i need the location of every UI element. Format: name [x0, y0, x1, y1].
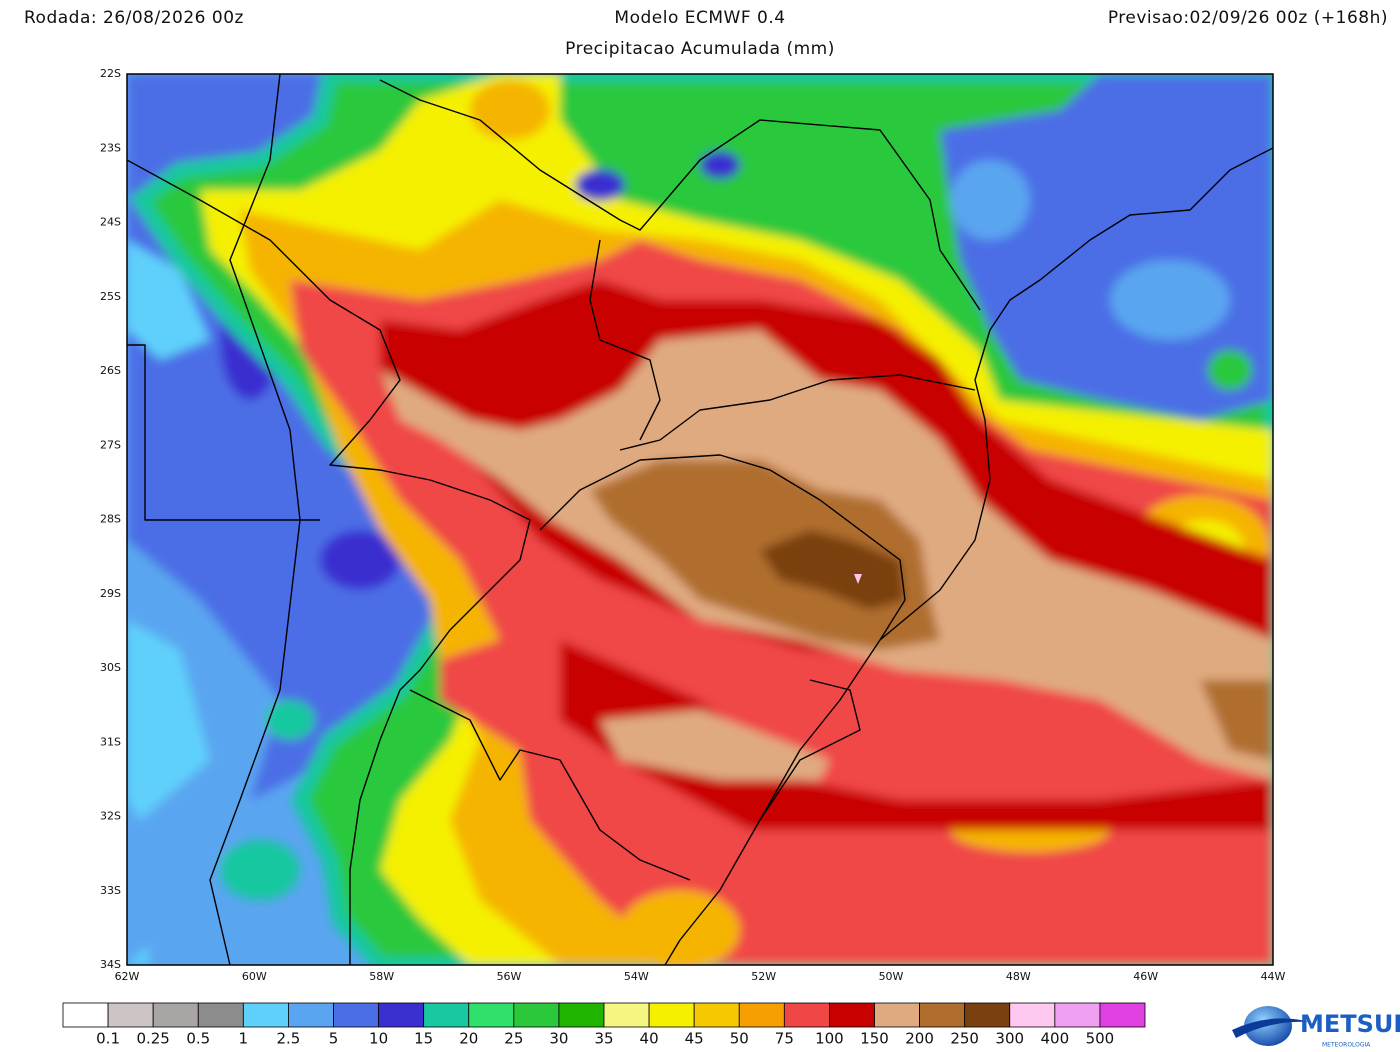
- colorbar-label: 50: [730, 1030, 749, 1048]
- colorbar-swatch: [152, 1002, 199, 1028]
- colorbar-label: 5: [329, 1030, 339, 1048]
- lon-label: 62W: [115, 970, 140, 983]
- colorbar-swatch: [874, 1002, 920, 1028]
- colorbar-swatch: [1099, 1002, 1146, 1028]
- colorbar-label: 250: [950, 1030, 979, 1048]
- colorbar-label: 15: [414, 1030, 433, 1048]
- colorbar-label: 75: [775, 1030, 794, 1048]
- colorbar-label: 1: [239, 1030, 249, 1048]
- map-frame: [126, 73, 1274, 966]
- logo-name: METSUL: [1300, 1010, 1400, 1038]
- colorbar-label: 10: [369, 1030, 388, 1048]
- colorbar-label: 35: [594, 1030, 613, 1048]
- lon-label: 48W: [1006, 970, 1031, 983]
- forecast-label: Previsao:02/09/26 00z (+168h): [1108, 8, 1388, 28]
- lon-label: 56W: [497, 970, 522, 983]
- lat-label: 26S: [100, 364, 121, 377]
- colorbar-swatch: [1009, 1002, 1056, 1028]
- colorbar-label: 500: [1086, 1030, 1115, 1048]
- lat-axis: 22S 23S 24S 25S 26S 27S 28S 29S 30S 31S 32S 33S 34S: [100, 67, 121, 971]
- lat-label: 22S: [100, 67, 121, 80]
- colorbar: 0.1 0.25 0.5 1 2.5 5 10 15 20 25 30 35 40 45 50 75 100 15…: [62, 1002, 1146, 1048]
- colorbar-swatch: [288, 1002, 334, 1028]
- colorbar-swatch: [107, 1002, 154, 1028]
- lon-label: 52W: [751, 970, 776, 983]
- colorbar-label: 45: [685, 1030, 704, 1048]
- colorbar-swatch: [558, 1002, 605, 1028]
- borders: [127, 74, 1273, 965]
- colorbar-label: 400: [1041, 1030, 1070, 1048]
- colorbar-label: 40: [640, 1030, 659, 1048]
- lon-label: 46W: [1133, 970, 1158, 983]
- lon-label: 58W: [369, 970, 394, 983]
- colorbar-label: 0.5: [186, 1030, 210, 1048]
- colorbar-label: 2.5: [276, 1030, 300, 1048]
- colorbar-swatch: [919, 1002, 966, 1028]
- colorbar-swatch: [513, 1002, 560, 1028]
- colorbar-label: 0.1: [96, 1030, 120, 1048]
- lat-label: 29S: [100, 587, 121, 600]
- colorbar-swatch: [423, 1002, 470, 1028]
- lon-axis: 62W 60W 58W 56W 54W 52W 50W 48W 46W 44W: [115, 970, 1286, 983]
- lat-label: 25S: [100, 290, 121, 303]
- lat-label: 23S: [100, 141, 121, 154]
- colorbar-label: 0.25: [136, 1030, 169, 1048]
- colorbar-swatch: [62, 1002, 109, 1028]
- lat-label: 24S: [100, 216, 121, 229]
- colorbar-swatch: [738, 1002, 785, 1028]
- lat-label: 33S: [100, 884, 121, 897]
- colorbar-swatch: [1054, 1002, 1101, 1028]
- colorbar-swatch: [829, 1002, 875, 1028]
- lat-label: 28S: [100, 513, 121, 526]
- model-label: Modelo ECMWF 0.4: [614, 8, 785, 28]
- lat-label: 32S: [100, 810, 121, 823]
- colorbar-label: 20: [459, 1030, 478, 1048]
- precip-field: [127, 74, 1273, 965]
- colorbar-swatch: [242, 1002, 289, 1028]
- lat-label: 34S: [100, 958, 121, 971]
- lat-label: 27S: [100, 438, 121, 451]
- colorbar-label: 150: [860, 1030, 889, 1048]
- run-label: Rodada: 26/08/2026 00z: [24, 8, 244, 28]
- lon-label: 50W: [879, 970, 904, 983]
- lon-label: 60W: [242, 970, 267, 983]
- lon-label: 54W: [624, 970, 649, 983]
- colorbar-label: 300: [995, 1030, 1024, 1048]
- subtitle: Precipitacao Acumulada (mm): [565, 39, 835, 59]
- colorbar-swatch: [197, 1002, 244, 1028]
- colorbar-swatch: [964, 1002, 1011, 1028]
- colorbar-swatch: [693, 1002, 740, 1028]
- colorbar-label: 200: [905, 1030, 934, 1048]
- logo-tagline: METEOROLOGIA: [1322, 1042, 1371, 1049]
- colorbar-swatch: [783, 1002, 830, 1028]
- colorbar-label: 30: [549, 1030, 568, 1048]
- colorbar-swatch: [333, 1002, 379, 1028]
- lat-label: 31S: [100, 735, 121, 748]
- colorbar-swatch: [378, 1002, 425, 1028]
- colorbar-swatch: [468, 1002, 515, 1028]
- colorbar-swatch: [603, 1002, 650, 1028]
- logo: METSUL METEOROLOGIA: [1232, 1006, 1400, 1049]
- colorbar-swatch: [648, 1002, 695, 1028]
- colorbar-label: 100: [815, 1030, 844, 1048]
- colorbar-label: 25: [504, 1030, 523, 1048]
- lat-label: 30S: [100, 661, 121, 674]
- lon-label: 44W: [1261, 970, 1286, 983]
